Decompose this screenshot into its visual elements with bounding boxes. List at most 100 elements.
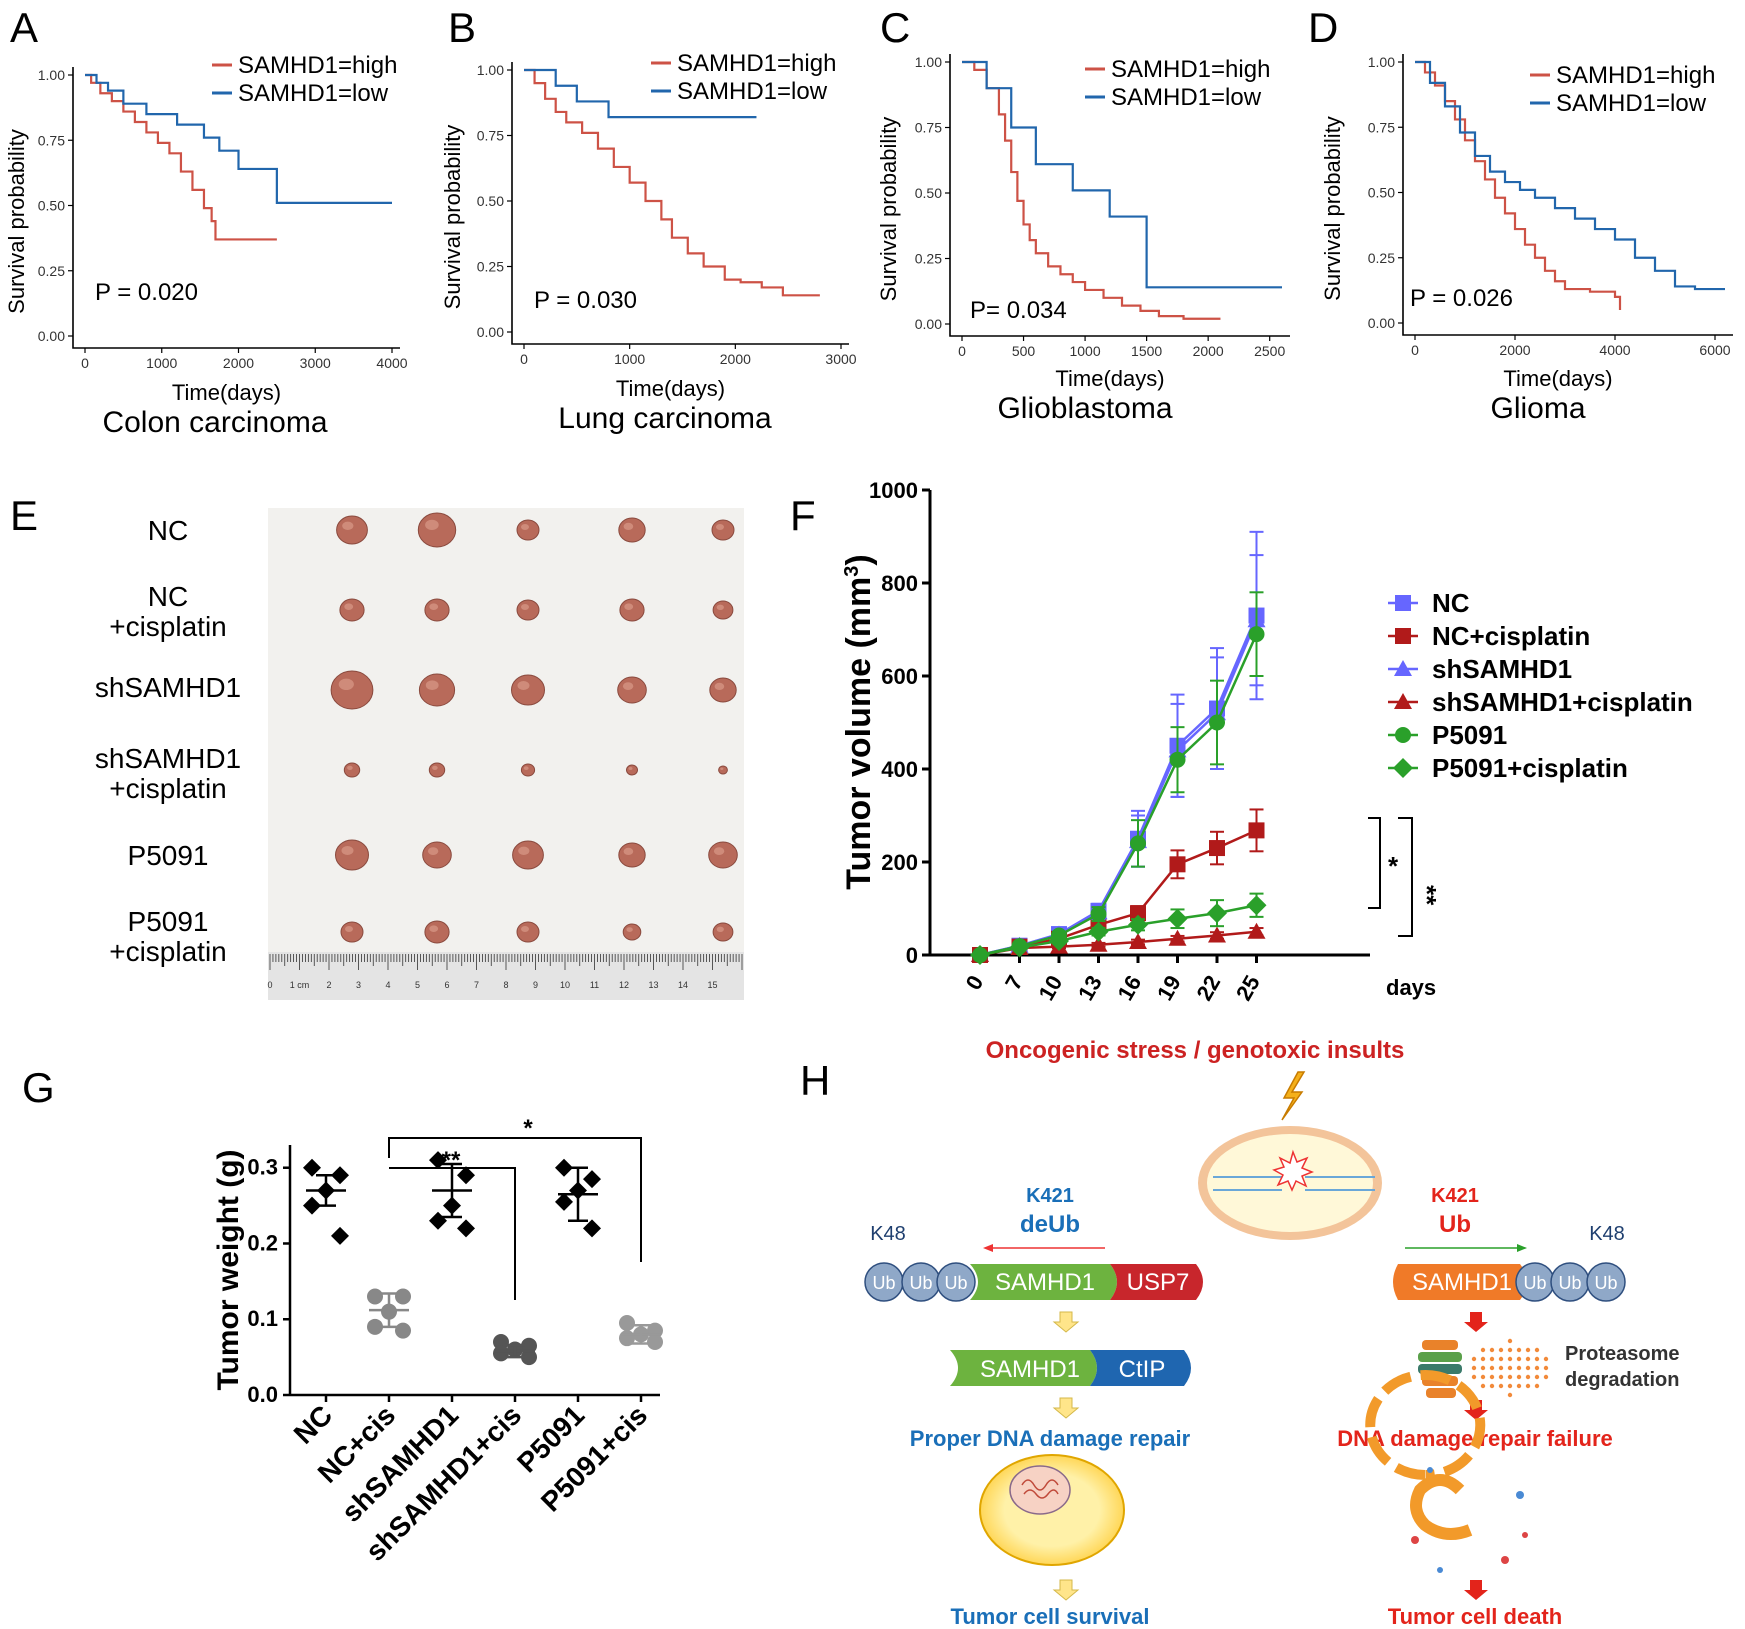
data-point — [457, 1219, 475, 1238]
p-value: P = 0.030 — [534, 287, 637, 314]
svg-text:Ub: Ub — [944, 1273, 967, 1293]
significance-mark: * — [523, 1115, 533, 1142]
right-outcome-label: Tumor cell death — [1388, 1604, 1562, 1629]
tumor-specimen — [343, 762, 361, 778]
tumor-specimen — [339, 598, 365, 622]
right-site-label: K421 — [1431, 1185, 1479, 1207]
y-tick-label: 0.25 — [1368, 250, 1395, 266]
data-point — [1130, 905, 1146, 922]
tumor-specimen — [330, 670, 374, 710]
data-point — [457, 1166, 475, 1185]
tumor-specimen — [619, 598, 645, 622]
data-point — [1168, 929, 1187, 946]
axis-frame — [72, 67, 400, 349]
panel-letter-d: D — [1308, 4, 1338, 51]
cancer-type-title: Colon carcinoma — [102, 406, 327, 439]
data-point — [555, 1158, 573, 1177]
km-curve-low — [1415, 60, 1725, 291]
tumor-specimen — [417, 512, 457, 548]
data-point — [1209, 714, 1225, 731]
lightning-icon — [1281, 1071, 1306, 1121]
ruler-label: 7 — [474, 980, 479, 990]
tumor-specimen — [422, 841, 452, 869]
y-tick-label: 0.75 — [915, 120, 942, 136]
tumor-specimen — [626, 764, 638, 776]
panel-letter-a: A — [10, 4, 38, 51]
x-tick-label: 0 — [961, 971, 989, 994]
legend-label: SAMHD1=low — [1556, 90, 1707, 117]
panel-letter-e: E — [10, 492, 38, 539]
legend-marker — [1395, 595, 1411, 611]
y-tick-label: 0.00 — [477, 324, 504, 340]
data-point — [521, 1349, 537, 1366]
dna-break-icon — [1213, 1176, 1375, 1191]
ruler-label: 5 — [415, 980, 420, 990]
svg-text:SAMHD1: SAMHD1 — [995, 1269, 1095, 1296]
tumor-specimen — [712, 922, 734, 942]
data-point — [583, 1170, 601, 1189]
legend-label: SAMHD1=high — [1556, 62, 1715, 89]
data-point — [1248, 626, 1265, 643]
tumor-grid — [330, 512, 738, 944]
svg-text:USP7: USP7 — [1127, 1269, 1190, 1296]
group-label: P5091 +cisplatin — [109, 906, 227, 967]
data-point — [1169, 856, 1186, 873]
y-tick-label: 0.75 — [477, 128, 504, 144]
tumor-specimen — [618, 517, 646, 543]
y-tick-label: 0.2 — [247, 1230, 278, 1255]
svg-text:Ub: Ub — [1594, 1273, 1617, 1293]
data-point — [493, 1345, 509, 1362]
tumor-specimen — [622, 923, 642, 941]
series-line — [979, 615, 1258, 957]
tumor-specimen — [718, 765, 728, 775]
significance-mark: * — [1388, 851, 1399, 881]
y-tick-label: 0.3 — [247, 1155, 278, 1180]
degradation-label: degradation — [1565, 1369, 1679, 1391]
ruler-label: 10 — [560, 980, 570, 990]
x-tick-label: 1000 — [1069, 343, 1100, 359]
km-curve-high — [962, 60, 1221, 320]
data-point — [367, 1288, 383, 1305]
data-point — [647, 1333, 663, 1350]
photo-background — [268, 508, 744, 1000]
y-axis-label: Survival probability — [1320, 116, 1345, 301]
tumor-specimen — [516, 599, 540, 621]
y-tick-label: 1.00 — [38, 67, 65, 83]
ruler-labels: 0 1 cm 2 3 4 5 6 7 8 9 10 11 12 13 14 15 — [267, 980, 717, 990]
km-plot-colon: 0 1000 2000 3000 4000 0.00 0.25 0.50 0.75 1.00 SAM… — [4, 52, 408, 439]
tumor-specimen — [516, 921, 540, 943]
data-point — [1208, 926, 1226, 943]
x-tick-label: 1000 — [146, 355, 177, 371]
data-point — [303, 1158, 321, 1177]
y-tick-label: 0.00 — [1368, 315, 1395, 331]
svg-text:Ub: Ub — [1523, 1273, 1546, 1293]
ruler-label: 2 — [326, 980, 331, 990]
ruler-label: 4 — [385, 980, 390, 990]
x-tick-label: 4000 — [1599, 342, 1630, 358]
data-point — [303, 1196, 321, 1215]
tumor-specimen — [709, 677, 737, 703]
legend-marker — [1395, 628, 1411, 644]
tumor-photo-panel: 0 1 cm 2 3 4 5 6 7 8 9 10 11 12 13 14 15 NC NC +cisplatin… — [95, 508, 744, 1000]
ruler-label: 15 — [707, 980, 717, 990]
y-tick-label: 1.00 — [1368, 54, 1395, 70]
tumor-specimen — [711, 519, 735, 541]
x-tick-label: 6000 — [1699, 342, 1730, 358]
significance-mark: ** — [1412, 885, 1442, 906]
axis-frame — [511, 62, 849, 345]
tumor-specimen — [511, 674, 545, 706]
x-tick-label: 500 — [1012, 343, 1036, 359]
x-tick-label: 0 — [958, 343, 966, 359]
data-point — [395, 1288, 411, 1305]
km-plot-lung: 0 1000 2000 3000 0.00 0.25 0.50 0.75 1.00 SAMHD1=… — [440, 50, 857, 435]
tumor-specimen — [424, 598, 450, 622]
p-value: P= 0.034 — [970, 297, 1067, 324]
data-point — [1246, 895, 1267, 916]
right-action-label: Ub — [1439, 1211, 1471, 1238]
x-tick-label: 1000 — [614, 351, 645, 367]
x-tick-label: 2000 — [720, 351, 751, 367]
left-action-label: deUb — [1020, 1211, 1080, 1238]
left-outcome-label: Tumor cell survival — [951, 1604, 1150, 1629]
legend-label: NC — [1432, 588, 1470, 618]
significance-bracket — [388, 1137, 642, 1262]
